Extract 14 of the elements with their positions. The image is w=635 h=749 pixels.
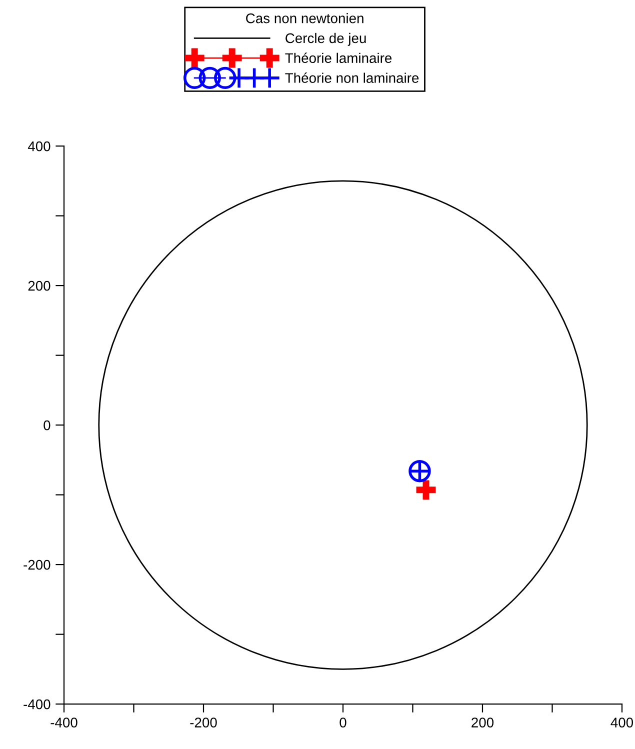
y-tick-label: 400	[28, 141, 50, 152]
x-tick-label: 0	[340, 718, 346, 728]
legend-title: Cas non newtonien	[246, 13, 364, 24]
y-tick-label: 200	[28, 280, 50, 291]
x-tick-label: 400	[610, 718, 634, 728]
y-tick-label: -400	[24, 699, 50, 710]
x-tick-label: -400	[50, 718, 78, 728]
y-tick-label: 0	[44, 420, 50, 430]
text: Cercle de jeu	[286, 32, 366, 46]
x-tick-label: 200	[472, 718, 494, 728]
x-tick-label: -200	[190, 718, 217, 728]
legend-label: Théorie non laminaire	[285, 72, 419, 83]
y-tick-label: -200	[24, 560, 50, 570]
legend-label: Théorie laminaire	[285, 52, 392, 64]
